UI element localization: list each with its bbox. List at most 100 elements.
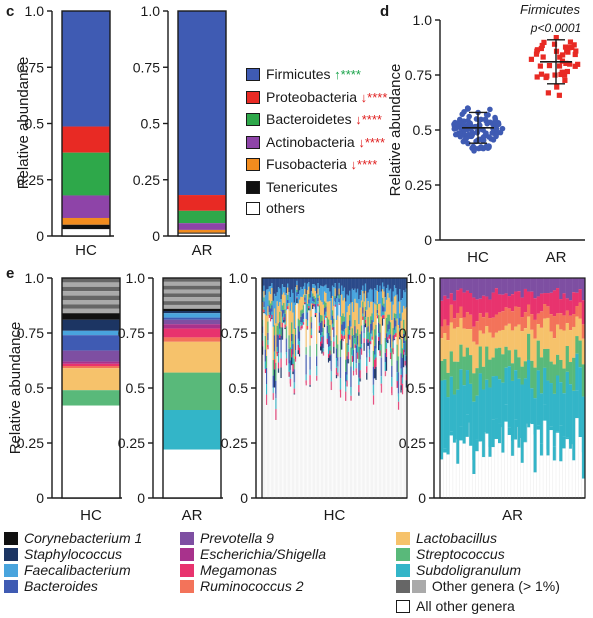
- panel-e-sample-segment: [400, 339, 402, 354]
- panel-e-sample-column: [491, 278, 495, 498]
- panel-e-sample-segment: [279, 338, 281, 340]
- panel-e-sample-segment: [575, 390, 579, 419]
- panel-e-sample-segment: [456, 312, 460, 328]
- legend-swatch: [180, 564, 194, 577]
- legend-label: Streptococcus: [416, 546, 505, 562]
- panel-e-sample-segment: [330, 298, 333, 321]
- panel-e-sample-segment: [304, 301, 306, 304]
- panel-e-sample-segment: [291, 357, 293, 366]
- panel-e-sample-segment: [268, 278, 271, 287]
- panel-e-sample-column: [274, 278, 277, 498]
- panel-e-sample-segment: [443, 295, 447, 320]
- panel-e-sample-segment: [385, 288, 388, 300]
- panel-e-sample-segment: [404, 308, 406, 332]
- panel-e-sample-segment: [379, 285, 381, 304]
- panel-e-sample-segment: [269, 303, 272, 309]
- panel-e-sample-column: [346, 278, 348, 498]
- panel-e-sample-segment: [376, 313, 379, 316]
- panel-c-bar-AR-segment-firmicutes: [178, 11, 226, 196]
- panel-e-sample-segment: [396, 294, 398, 319]
- panel-e-sample-column: [517, 278, 521, 498]
- panel-e-sample-column: [263, 278, 265, 498]
- panel-e-sample-segment: [263, 301, 265, 308]
- panel-e-sample-segment: [287, 306, 289, 310]
- panel-e-sample-segment: [277, 362, 280, 369]
- panel-e-sample-segment: [291, 302, 293, 323]
- panel-e-sample-segment: [330, 340, 333, 355]
- legend-label: Firmicutes: [266, 66, 331, 82]
- panel-e-sample-column: [276, 278, 279, 498]
- panel-d-y-tick-label: 0: [424, 232, 432, 248]
- panel-e-sample-segment: [271, 305, 273, 312]
- panel-e-sample-segment: [363, 293, 366, 302]
- panel-e-sample-segment: [277, 353, 280, 363]
- panel-e-sample-segment: [581, 278, 586, 301]
- panel-e-sample-segment: [465, 370, 470, 415]
- panel-e-sample-segment: [309, 345, 311, 357]
- panel-e-sample-segment: [507, 278, 512, 297]
- panel-e-sample-segment: [306, 312, 309, 321]
- panel-e-sample-segment: [335, 278, 338, 299]
- panel-e-sample-segment: [469, 278, 473, 293]
- panel-e-sample-column: [475, 278, 479, 498]
- panel-e-sample-segment: [358, 385, 360, 393]
- panel-e-sample-column: [472, 278, 476, 498]
- panel-e-sample-segment: [581, 338, 586, 365]
- panel-e-sample-segment: [481, 295, 486, 318]
- panel-e-sample-segment: [393, 329, 396, 335]
- panel-e-sample-segment: [581, 364, 586, 397]
- panel-e-samples-AR-y-tick-label: 0.75: [399, 325, 426, 341]
- panel-e-sample-segment: [292, 312, 294, 335]
- panel-e-sample-segment: [562, 436, 566, 449]
- panel-e-sample-segment: [284, 278, 286, 288]
- panel-e-sample-segment: [310, 328, 313, 336]
- panel-e-sample-segment: [291, 322, 293, 334]
- panel-e-sample-segment: [404, 278, 406, 293]
- legend-swatch: [4, 564, 18, 577]
- panel-e-sample-segment: [536, 340, 541, 371]
- panel-e-sample-segment: [494, 314, 499, 333]
- panel-e-sample-segment: [530, 360, 534, 389]
- panel-e-sample-segment: [318, 295, 321, 306]
- panel-e-sample-segment: [312, 287, 314, 294]
- panel-d-point: [474, 123, 480, 130]
- panel-e-sample-segment: [289, 347, 292, 361]
- panel-e-sample-segment: [267, 278, 269, 290]
- panel-e-sample-segment: [267, 339, 269, 345]
- panel-e-sample-segment: [272, 387, 275, 394]
- panel-e-sample-segment: [396, 344, 398, 361]
- panel-e-sample-segment: [317, 301, 319, 304]
- panel-e-sample-segment: [504, 346, 508, 368]
- panel-e-sample-segment: [465, 278, 470, 291]
- panel-c-bar-HC-segment-others: [62, 229, 110, 236]
- panel-c-HC-y-tick-label: 0.5: [25, 116, 45, 132]
- panel-e-sample-segment: [523, 328, 528, 362]
- panel-e-sample-segment: [581, 324, 586, 339]
- panel-e-sample-segment: [391, 377, 393, 387]
- panel-e-sample-segment: [401, 348, 404, 358]
- panel-e-sample-column: [402, 278, 405, 498]
- panel-e-sample-column: [401, 278, 404, 498]
- panel-e-sample-segment: [536, 370, 541, 426]
- legend-label: Subdoligranulum: [416, 562, 522, 578]
- panel-e-samples-HC-y-tick-label: 1.0: [229, 270, 249, 286]
- panel-e-sample-segment: [565, 278, 570, 299]
- panel-e-sample-segment: [559, 313, 563, 330]
- panel-e-sample-segment: [293, 388, 296, 394]
- panel-e-sample-segment: [381, 305, 384, 312]
- panel-e-sample-segment: [475, 321, 479, 345]
- panel-e-sample-column: [319, 278, 322, 498]
- panel-e-sample-segment: [326, 278, 329, 289]
- panel-e-sample-segment: [264, 349, 267, 362]
- panel-e-sample-segment: [288, 348, 290, 364]
- panel-e-sample-segment: [536, 324, 541, 341]
- panel-e-sample-segment: [498, 379, 502, 424]
- panel-e-sample-segment: [440, 278, 444, 301]
- panel-c-bar-HC-frame: [61, 10, 111, 237]
- legend-swatch: [412, 580, 426, 593]
- panel-e-sample-segment: [321, 336, 323, 344]
- panel-e-sample-segment: [403, 290, 405, 306]
- panel-e-bar-segment-bacteroides: [163, 317, 221, 320]
- panel-e-sample-column: [309, 278, 311, 498]
- panel-e-sample-segment: [381, 318, 384, 326]
